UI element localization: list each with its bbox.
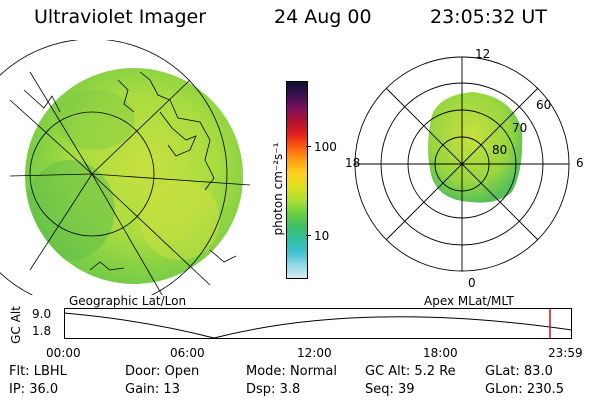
timeline-xtick-1800: 18:00: [423, 346, 458, 360]
mlat-label-70: 70: [512, 121, 528, 135]
timeline-ylabel: GC Alt: [8, 306, 23, 344]
altitude-timeline-plot: [64, 308, 572, 339]
mlt-label-18: 18: [345, 156, 361, 170]
polar-uv-image: [428, 92, 523, 203]
info-dsp: Dsp: 3.8: [246, 382, 301, 397]
timeline-xtick-0600: 06:00: [170, 346, 205, 360]
colorbar-tick-mark: [306, 235, 311, 236]
timeline-ytick-top: 9.0: [32, 307, 52, 321]
timeline-xtick-0000: 00:00: [46, 346, 81, 360]
mlt-label-0: 0: [468, 276, 476, 290]
colorbar-tick-100: 100: [314, 140, 337, 154]
polar-grid: [354, 56, 570, 272]
mlat-label-80: 80: [492, 143, 508, 157]
date-label: 24 Aug 00: [274, 6, 372, 28]
info-gc-alt: GC Alt: 5.2 Re: [365, 364, 456, 379]
timeline-ytick-bottom: 1.8: [32, 324, 52, 338]
geographic-image-panel: [0, 40, 251, 295]
mlt-label-12: 12: [475, 47, 491, 61]
geographic-panel-label: Geographic Lat/Lon: [69, 294, 187, 308]
time-label: 23:05:32 UT: [430, 6, 547, 28]
colorbar-unit-label: photon cm⁻²s⁻¹: [271, 142, 285, 236]
info-flt: Flt: LBHL: [9, 364, 67, 379]
info-door: Door: Open: [125, 364, 200, 379]
colorbar-tick-10: 10: [314, 229, 330, 243]
mlat-label-60: 60: [536, 98, 552, 112]
timeline-xtick-1200: 12:00: [297, 346, 332, 360]
info-glat: GLat: 83.0: [485, 364, 553, 379]
color-scale-bar: [286, 81, 308, 279]
timeline-xtick-2359: 23:59: [548, 346, 583, 360]
polar-mlt-panel: [354, 56, 570, 272]
altitude-curve: [64, 312, 572, 339]
info-ip: IP: 36.0: [9, 382, 59, 397]
info-seq: Seq: 39: [365, 382, 415, 397]
info-gain: Gain: 13: [125, 382, 180, 397]
colorbar-tick-mark: [306, 146, 311, 147]
polar-panel-label: Apex MLat/MLT: [424, 294, 514, 308]
info-mode: Mode: Normal: [246, 364, 337, 379]
color-scale-gradient: [287, 82, 307, 278]
geo-grid: [0, 40, 251, 295]
mlt-label-6: 6: [576, 156, 584, 170]
image-texture: [25, 90, 220, 260]
info-glon: GLon: 230.5: [485, 382, 565, 397]
instrument-title: Ultraviolet Imager: [34, 6, 207, 28]
